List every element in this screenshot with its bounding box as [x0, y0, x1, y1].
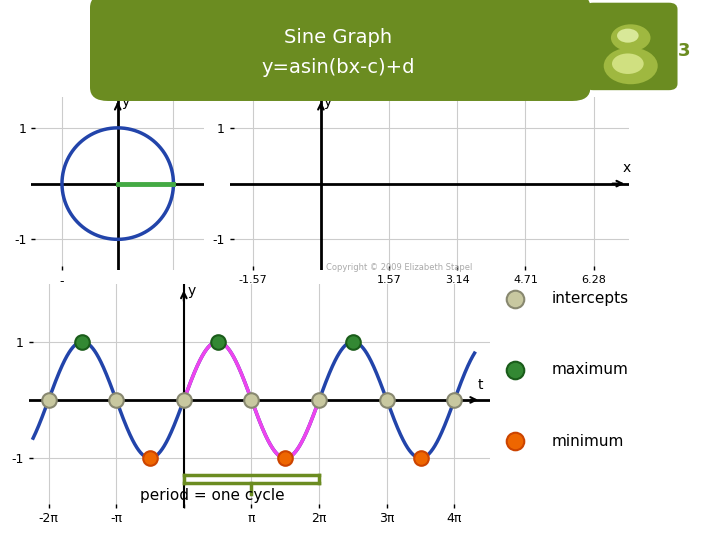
- Text: 3: 3: [678, 42, 690, 60]
- Point: [347, 338, 359, 346]
- Ellipse shape: [617, 29, 639, 43]
- Text: intercepts: intercepts: [552, 291, 629, 306]
- Point: [313, 396, 325, 404]
- Point: [144, 454, 156, 462]
- FancyBboxPatch shape: [585, 3, 678, 90]
- Point: [212, 338, 223, 346]
- Text: y=asin(bx-c)+d: y=asin(bx-c)+d: [261, 58, 415, 77]
- Point: [449, 396, 460, 404]
- Point: [76, 338, 88, 346]
- Text: period = one cycle: period = one cycle: [140, 488, 284, 503]
- Point: [246, 396, 257, 404]
- Point: [178, 396, 189, 404]
- Text: Copyright © 2009 Elizabeth Stapel: Copyright © 2009 Elizabeth Stapel: [326, 263, 473, 272]
- Text: minimum: minimum: [552, 434, 624, 449]
- FancyBboxPatch shape: [90, 0, 590, 101]
- Text: maximum: maximum: [552, 362, 629, 377]
- Point: [381, 396, 392, 404]
- Point: [509, 294, 521, 303]
- Text: y: y: [187, 284, 195, 298]
- Ellipse shape: [603, 48, 658, 84]
- Ellipse shape: [611, 24, 651, 51]
- Point: [509, 366, 521, 374]
- Point: [279, 454, 291, 462]
- Text: y: y: [324, 94, 332, 109]
- Point: [110, 396, 122, 404]
- Point: [415, 454, 426, 462]
- Text: t: t: [478, 378, 483, 392]
- Text: Sine Graph: Sine Graph: [284, 28, 392, 48]
- Point: [509, 437, 521, 445]
- Text: y: y: [122, 94, 130, 109]
- Text: x: x: [623, 161, 631, 176]
- Ellipse shape: [612, 53, 644, 74]
- Point: [42, 396, 54, 404]
